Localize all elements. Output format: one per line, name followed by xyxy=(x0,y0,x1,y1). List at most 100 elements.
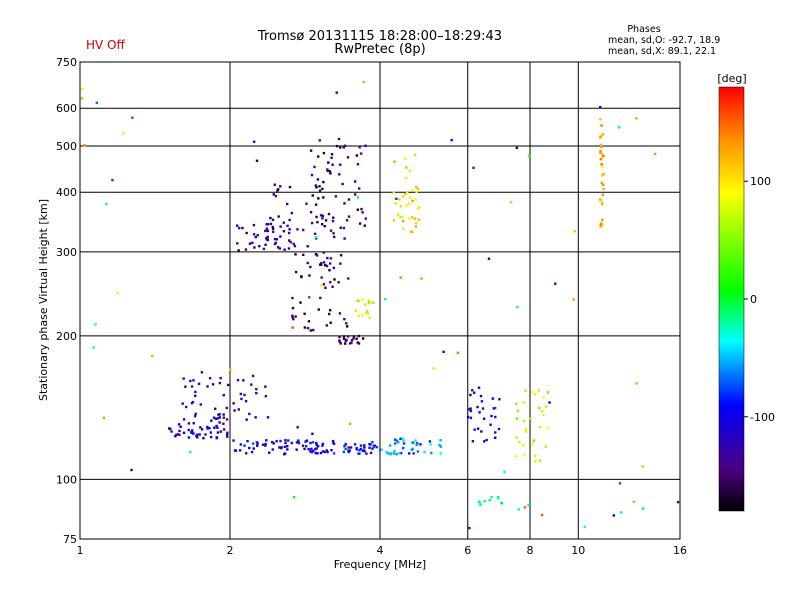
echo-point xyxy=(235,224,239,227)
echo-point xyxy=(518,440,521,444)
echo-point xyxy=(310,173,314,177)
y-tick-label: 400 xyxy=(56,186,77,199)
echo-point xyxy=(388,444,392,447)
echo-point xyxy=(311,441,315,444)
echo-point xyxy=(248,412,251,416)
echo-point xyxy=(279,235,282,238)
echo-point xyxy=(282,221,285,224)
echo-point xyxy=(320,284,323,287)
echo-point xyxy=(266,229,269,233)
echo-point xyxy=(251,241,254,245)
echo-point xyxy=(271,225,275,229)
echo-point xyxy=(401,446,405,450)
echo-point xyxy=(395,453,398,456)
echo-point xyxy=(187,436,191,439)
echo-point xyxy=(405,191,409,195)
echo-point xyxy=(439,439,442,442)
echo-point xyxy=(95,101,99,104)
echo-point xyxy=(254,235,257,239)
echo-point xyxy=(363,450,366,453)
echo-point xyxy=(442,350,445,354)
echo-point xyxy=(278,247,282,250)
echo-point xyxy=(348,342,352,345)
echo-point xyxy=(365,311,368,315)
echo-point xyxy=(181,402,184,405)
echo-point xyxy=(286,224,289,228)
echo-point xyxy=(532,439,536,442)
echo-point xyxy=(480,400,484,403)
echo-point xyxy=(357,342,361,345)
echo-point xyxy=(493,406,497,410)
echo-point xyxy=(482,417,486,420)
echo-point xyxy=(407,202,411,205)
echo-point xyxy=(415,443,418,446)
echo-point xyxy=(178,433,181,437)
echo-point xyxy=(338,335,341,339)
echo-point xyxy=(368,316,371,319)
echo-point xyxy=(83,144,86,147)
echo-point xyxy=(490,495,493,499)
echo-point xyxy=(360,207,363,211)
echo-point xyxy=(601,223,604,227)
echo-point xyxy=(350,341,353,345)
echo-point xyxy=(538,406,541,410)
echo-point xyxy=(481,407,485,410)
echo-point xyxy=(396,440,400,444)
echo-point xyxy=(322,251,325,254)
echo-point xyxy=(439,445,443,448)
echo-point xyxy=(328,169,331,173)
echo-point xyxy=(225,433,229,436)
echo-point xyxy=(322,261,326,264)
echo-point xyxy=(292,496,296,499)
echo-point xyxy=(311,194,314,197)
echo-point xyxy=(111,178,114,182)
echo-point xyxy=(242,379,245,382)
echo-point xyxy=(306,261,309,265)
echo-point xyxy=(195,434,198,438)
echo-point xyxy=(189,379,192,383)
echo-point xyxy=(343,202,346,205)
echo-point xyxy=(326,256,329,260)
colorbar-tick-label: 0 xyxy=(750,293,757,306)
echo-point xyxy=(222,422,225,425)
echo-point xyxy=(503,470,506,474)
echo-point xyxy=(539,425,542,429)
echo-point xyxy=(326,169,329,173)
echo-point xyxy=(339,342,342,345)
echo-point xyxy=(583,525,586,529)
echo-point xyxy=(365,309,369,313)
echo-point xyxy=(288,239,291,242)
echo-point xyxy=(225,406,228,410)
echo-point xyxy=(316,178,320,181)
echo-point xyxy=(367,301,371,305)
echo-point xyxy=(534,459,537,463)
echo-point xyxy=(265,439,268,442)
echo-point xyxy=(490,414,493,418)
echo-point xyxy=(244,452,248,455)
echo-point xyxy=(273,237,277,241)
echo-point xyxy=(413,153,417,157)
echo-point xyxy=(343,444,346,448)
echo-point xyxy=(191,429,194,432)
echo-point xyxy=(523,506,527,509)
echo-point xyxy=(600,203,604,206)
echo-point xyxy=(602,154,605,158)
echo-point xyxy=(193,414,197,418)
echo-point xyxy=(498,398,501,401)
echo-point xyxy=(477,500,480,504)
echo-point xyxy=(358,146,361,149)
echo-point xyxy=(182,431,186,435)
echo-point xyxy=(252,233,256,236)
echo-point xyxy=(359,152,363,155)
echo-point xyxy=(264,394,268,398)
echo-point xyxy=(392,219,396,222)
echo-point xyxy=(494,415,497,419)
echo-point xyxy=(321,187,324,191)
echo-point xyxy=(361,298,365,301)
echo-point xyxy=(329,172,332,175)
echo-point xyxy=(295,441,299,444)
echo-point xyxy=(305,439,308,442)
echo-point xyxy=(300,275,303,278)
echo-point xyxy=(330,156,333,160)
echo-point xyxy=(343,144,347,147)
